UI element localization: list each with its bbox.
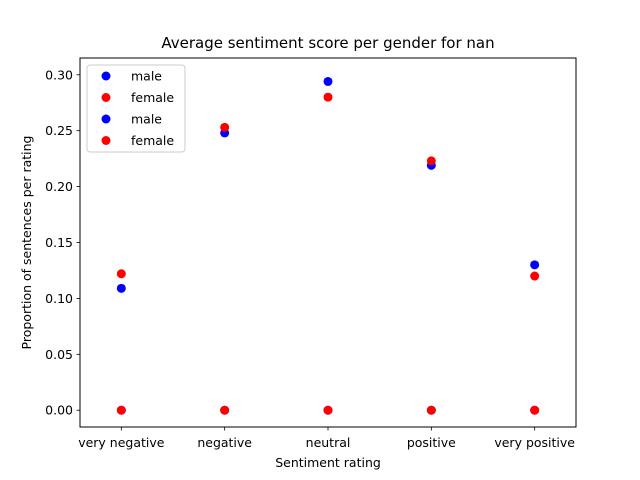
data-point-male-3	[323, 76, 333, 86]
data-point-male-3	[116, 283, 126, 293]
x-tick-label: very negative	[78, 435, 165, 450]
data-point-female-2	[426, 405, 436, 415]
data-point-female-2	[116, 405, 126, 415]
legend-label: female	[131, 90, 174, 105]
y-tick-label: 0.30	[45, 67, 73, 82]
legend-box	[86, 64, 186, 153]
data-point-female-4	[220, 122, 230, 132]
data-point-female-2	[220, 405, 230, 415]
y-axis-label: Proportion of sentences per rating	[19, 136, 34, 350]
y-tick-label: 0.20	[45, 179, 73, 194]
x-tick-label: negative	[197, 435, 252, 450]
legend-marker	[101, 114, 111, 124]
y-axis-ticks: 0.00 0.05 0.10 0.15 0.20 0.25 0.30	[45, 67, 80, 418]
data-point-female-4	[530, 271, 540, 281]
plot-frame	[79, 57, 577, 428]
x-tick-label: neutral	[306, 435, 351, 450]
x-tick-label: positive	[407, 435, 456, 450]
legend-label: female	[131, 133, 174, 148]
data-point-female-4	[116, 269, 126, 279]
chart-title: Average sentiment score per gender for n…	[161, 34, 494, 52]
legend-label: male	[131, 69, 162, 84]
legend-label: male	[131, 112, 162, 127]
legend: male female male female	[86, 64, 186, 153]
legend-marker	[101, 93, 111, 102]
y-tick-label: 0.00	[45, 403, 73, 418]
legend-marker	[101, 136, 111, 145]
data-point-female-4	[323, 92, 333, 102]
chart-marks	[116, 76, 540, 415]
data-point-female-4	[426, 156, 436, 166]
data-point-male-3	[530, 260, 540, 270]
y-tick-label: 0.10	[45, 291, 73, 306]
y-tick-label: 0.25	[45, 123, 73, 138]
y-tick-label: 0.15	[45, 235, 73, 250]
x-axis-ticks: very negative negative neutral positive very…	[78, 427, 575, 450]
data-point-female-2	[530, 405, 540, 415]
legend-marker	[101, 71, 111, 81]
y-tick-label: 0.05	[45, 347, 73, 362]
data-point-female-2	[323, 405, 333, 415]
x-axis-label: Sentiment rating	[275, 455, 381, 470]
x-tick-label: very positive	[494, 435, 575, 450]
